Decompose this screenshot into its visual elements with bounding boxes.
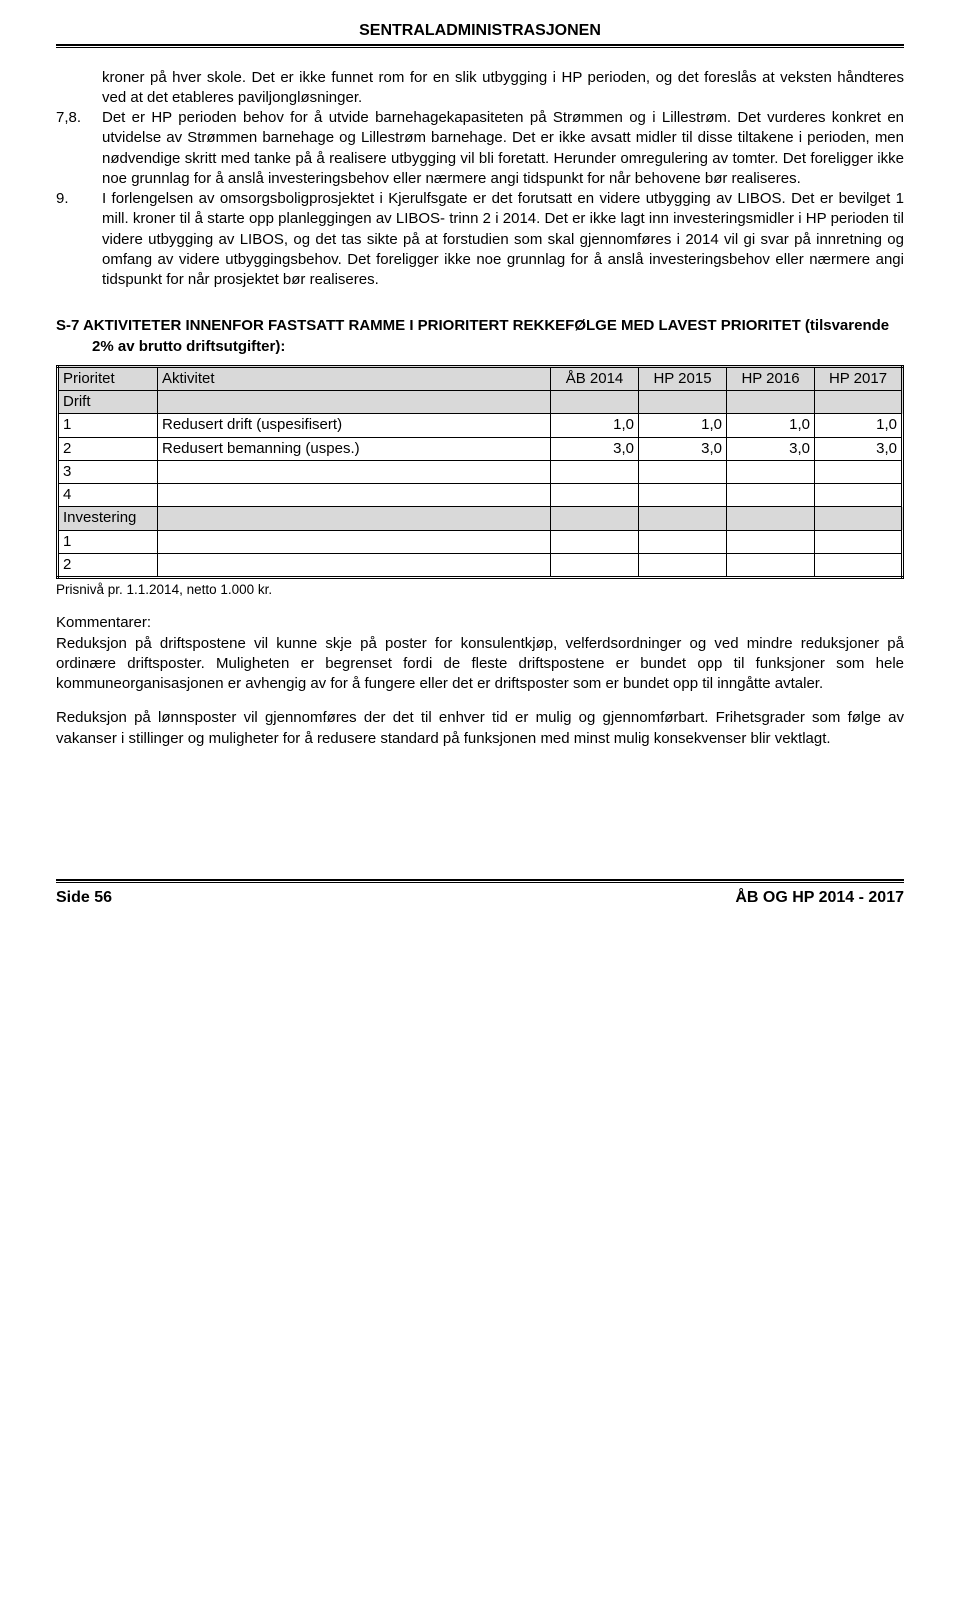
table-cell — [727, 460, 815, 483]
table-row: 3 — [58, 460, 903, 483]
table-row: 1 Redusert drift (uspesifisert) 1,0 1,0 … — [58, 414, 903, 437]
table-cell — [639, 460, 727, 483]
table-cell — [158, 484, 551, 507]
table-cell: 1,0 — [639, 414, 727, 437]
table-cell — [158, 460, 551, 483]
table-cell: 1 — [58, 530, 158, 553]
table-cell — [639, 530, 727, 553]
table-cell — [815, 484, 903, 507]
table-cell — [727, 553, 815, 577]
table-header: HP 2016 — [727, 366, 815, 390]
comments-heading: Kommentarer: — [56, 613, 904, 633]
section-heading: S-7 AKTIVITETER INNENFOR FASTSATT RAMME … — [92, 316, 904, 357]
table-row: 2 Redusert bemanning (uspes.) 3,0 3,0 3,… — [58, 437, 903, 460]
table-cell — [551, 391, 639, 414]
table-cell — [551, 530, 639, 553]
table-cell — [639, 484, 727, 507]
header-rule — [56, 44, 904, 48]
table-header: Prioritet — [58, 366, 158, 390]
table-cell: 1,0 — [727, 414, 815, 437]
table-cell — [639, 391, 727, 414]
table-header: Aktivitet — [158, 366, 551, 390]
table-cell — [727, 484, 815, 507]
table-cell: 1,0 — [815, 414, 903, 437]
table-cell: 4 — [58, 484, 158, 507]
comments-p1: Reduksjon på driftspostene vil kunne skj… — [56, 634, 904, 695]
table-cell: 3,0 — [727, 437, 815, 460]
table-footnote: Prisnivå pr. 1.1.2014, netto 1.000 kr. — [56, 581, 904, 599]
table-cell: 3,0 — [551, 437, 639, 460]
table-cell — [158, 530, 551, 553]
table-cell — [639, 553, 727, 577]
table-cell — [158, 391, 551, 414]
table-cell — [727, 507, 815, 530]
main-text: kroner på hver skole. Det er ikke funnet… — [56, 68, 904, 291]
table-cell: 1 — [58, 414, 158, 437]
footer-doc-title: ÅB OG HP 2014 - 2017 — [735, 887, 904, 909]
table-cell — [815, 530, 903, 553]
priority-table: Prioritet Aktivitet ÅB 2014 HP 2015 HP 2… — [56, 365, 904, 579]
table-section-drift: Drift — [58, 391, 903, 414]
table-cell — [815, 391, 903, 414]
list-number: 7,8. — [56, 108, 92, 189]
table-row: 2 — [58, 553, 903, 577]
lead-paragraph: kroner på hver skole. Det er ikke funnet… — [102, 68, 904, 109]
table-cell — [815, 460, 903, 483]
table-cell: Investering — [58, 507, 158, 530]
table-cell — [551, 507, 639, 530]
table-cell — [815, 553, 903, 577]
table-cell: 3,0 — [815, 437, 903, 460]
table-header: ÅB 2014 — [551, 366, 639, 390]
table-cell — [551, 460, 639, 483]
table-cell: 2 — [58, 553, 158, 577]
table-cell: 3 — [58, 460, 158, 483]
table-header-row: Prioritet Aktivitet ÅB 2014 HP 2015 HP 2… — [58, 366, 903, 390]
list-number: 9. — [56, 189, 92, 290]
table-cell: Drift — [58, 391, 158, 414]
table-row: 1 — [58, 530, 903, 553]
page-footer: Side 56 ÅB OG HP 2014 - 2017 — [56, 879, 904, 909]
table-cell — [551, 484, 639, 507]
list-item-text: I forlengelsen av omsorgsboligprosjektet… — [102, 189, 904, 290]
table-cell — [815, 507, 903, 530]
footer-page-number: Side 56 — [56, 887, 112, 909]
table-cell — [727, 391, 815, 414]
table-cell: 3,0 — [639, 437, 727, 460]
table-cell — [551, 553, 639, 577]
table-header: HP 2017 — [815, 366, 903, 390]
table-cell — [158, 553, 551, 577]
table-cell: 1,0 — [551, 414, 639, 437]
table-row: 4 — [58, 484, 903, 507]
table-cell — [158, 507, 551, 530]
table-cell — [639, 507, 727, 530]
list-indent — [56, 68, 92, 109]
table-cell: Redusert drift (uspesifisert) — [158, 414, 551, 437]
table-cell: Redusert bemanning (uspes.) — [158, 437, 551, 460]
table-section-investering: Investering — [58, 507, 903, 530]
page-header: SENTRALADMINISTRASJONEN — [56, 20, 904, 44]
table-header: HP 2015 — [639, 366, 727, 390]
table-cell — [727, 530, 815, 553]
list-item-text: Det er HP perioden behov for å utvide ba… — [102, 108, 904, 189]
comments-p2: Reduksjon på lønnsposter vil gjennomføre… — [56, 708, 904, 749]
table-cell: 2 — [58, 437, 158, 460]
footer-rule — [56, 879, 904, 883]
